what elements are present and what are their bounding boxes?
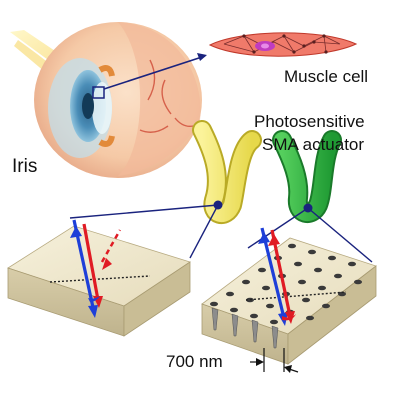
incident-ray-red: [82, 223, 100, 301]
slab-right: [123, 261, 191, 337]
actuator-label-line1: Photosensitive: [254, 112, 365, 131]
nanopore-cross-sections: [211, 307, 279, 349]
incident2-ray-blue: [260, 227, 286, 319]
surface2-normal-dotted: [245, 291, 347, 301]
lens: [92, 82, 112, 134]
eyeball-cut-section: [118, 22, 201, 176]
ray-scatter-blue: [88, 296, 100, 302]
flat-surface-slab: [7, 219, 191, 337]
slab2-right: [287, 265, 377, 365]
zoom-pointer-arrow: [103, 55, 206, 90]
reflected-ray-blue-head: [70, 226, 82, 238]
zoom-box: [92, 86, 105, 99]
surface-normal-dotted: [49, 275, 151, 283]
ciliary-muscle: [98, 65, 115, 147]
cell-nodes: [242, 34, 328, 54]
reflected-ray-red-head: [102, 258, 112, 270]
actuator-label-line2: SMA actuator: [262, 135, 364, 154]
actuator-yellow: [192, 120, 262, 224]
eye-illustration: [10, 22, 207, 178]
scale-bar: [250, 348, 299, 373]
nanostructured-slab: [201, 227, 377, 365]
blood-vessels: [139, 59, 194, 133]
reflected2-ray-blue-head: [258, 232, 270, 244]
incident-ray-blue-head: [88, 305, 98, 318]
ray2-scatter: [282, 314, 296, 321]
nucleus-core: [261, 43, 269, 49]
iris-label: Iris: [12, 156, 37, 177]
connector-lines: [69, 204, 373, 263]
reflected-ray-red-dashed: [100, 229, 122, 263]
zoom-pointer-arrowhead: [197, 53, 207, 61]
muscle-cell-label: Muscle cell: [284, 67, 368, 86]
scale-arrowhead-right: [284, 365, 292, 373]
scale-arrowhead-left: [256, 358, 264, 366]
muscle-cell: [208, 32, 358, 57]
reflected2-ray-red-head: [268, 234, 280, 246]
nanohole-array: [210, 243, 362, 325]
pupil: [82, 93, 94, 119]
scale-label: 700 nm: [166, 352, 223, 371]
